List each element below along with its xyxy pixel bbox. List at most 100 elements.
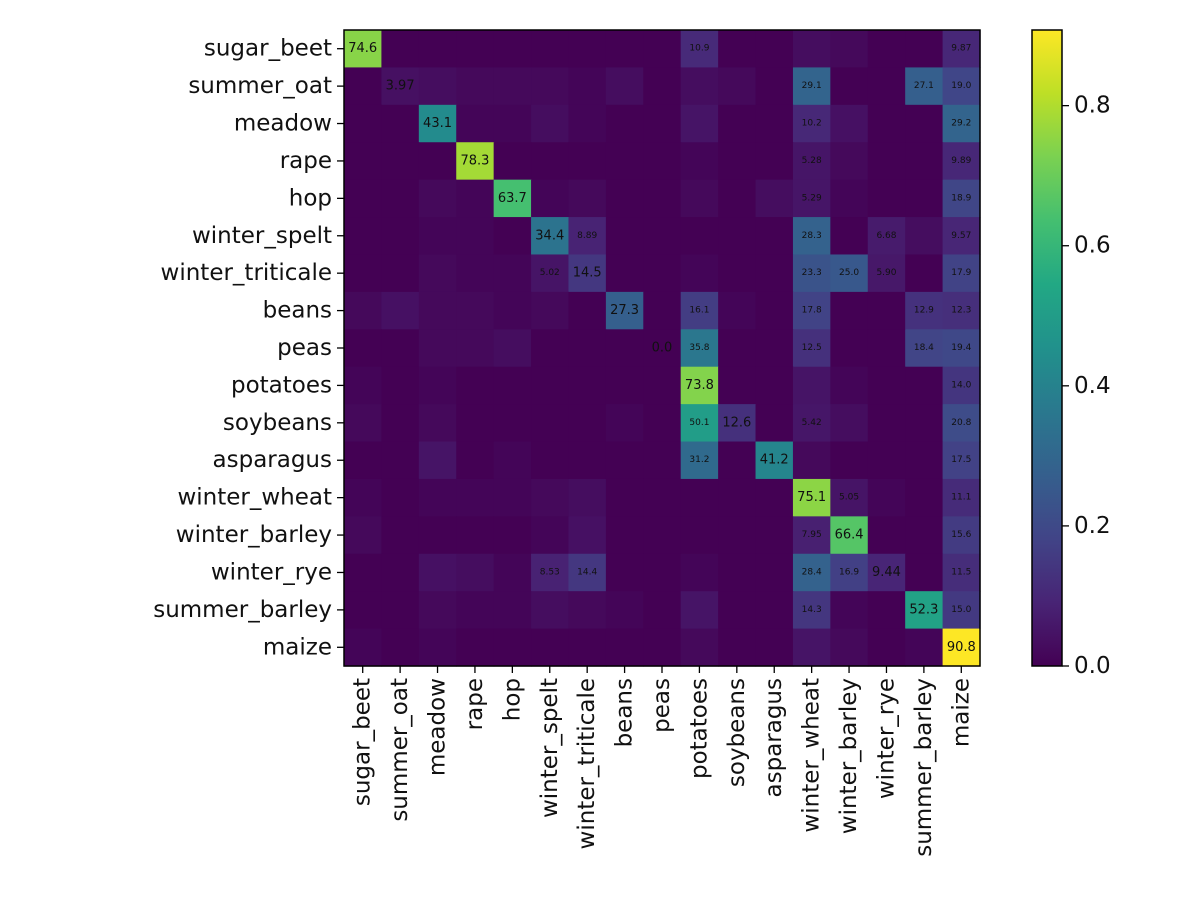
cell-annotation: 3.97 [386,79,415,94]
heatmap-cell [718,628,757,667]
cell-annotation: 17.5 [951,455,971,465]
heatmap-cell [830,628,869,667]
cell-annotation: 14.5 [573,266,602,281]
heatmap-cell [867,142,906,181]
heatmap-cell [418,30,457,69]
heatmap-cell [568,478,607,517]
heatmap-cell [456,591,495,630]
cell-annotation: 15.6 [951,530,971,540]
heatmap-cell [456,441,495,480]
heatmap-cell [605,291,644,330]
heatmap-cell [531,67,570,106]
y-tick-label: meadow [234,111,332,137]
y-tick-label: winter_wheat [177,485,332,511]
heatmap-cell [830,30,869,69]
x-tick-label: summer_oat [387,678,413,822]
cell-annotation: 17.8 [802,306,822,316]
heatmap-cell [680,516,719,555]
heatmap-cell [830,591,869,630]
heatmap-cell [418,628,457,667]
heatmap-cell [568,553,607,592]
heatmap-cell [568,30,607,69]
cell-annotation: 28.3 [802,231,822,241]
cell-annotation: 19.0 [951,81,971,91]
heatmap-cell [867,30,906,69]
heatmap-cell [867,104,906,143]
heatmap-cell [643,553,682,592]
heatmap-cell [531,591,570,630]
cell-annotation: 0.0 [652,341,673,356]
heatmap-cell [942,179,981,218]
heatmap-cell [867,366,906,405]
heatmap-cell [680,179,719,218]
heatmap-cell [718,404,757,443]
heatmap-cell [830,553,869,592]
heatmap-cell [344,366,383,405]
heatmap-cell [344,329,383,368]
heatmap-cell [605,179,644,218]
heatmap-cell [643,516,682,555]
heatmap-cell [830,366,869,405]
heatmap-cell [792,516,831,555]
heatmap-cell [718,441,757,480]
heatmap-cell [867,67,906,106]
heatmap-cell [680,478,719,517]
heatmap-cell [344,291,383,330]
heatmap-cell [830,291,869,330]
y-tick-label: soybeans [223,410,332,436]
cell-annotation: 9.89 [951,156,971,166]
heatmap-cell [830,217,869,256]
heatmap-cell [456,366,495,405]
cell-annotation: 12.3 [951,306,971,316]
cell-annotation: 12.9 [914,306,934,316]
cell-annotation: 41.2 [760,453,789,468]
cell-annotation: 18.4 [914,343,934,353]
heatmap-cell [643,329,682,368]
heatmap-cell [830,478,869,517]
heatmap-cell [456,254,495,293]
heatmap-cell [568,628,607,667]
y-tick-label: maize [263,634,332,660]
heatmap-cell [643,254,682,293]
heatmap-cell [867,478,906,517]
heatmap-cell [568,366,607,405]
heatmap-cell [531,478,570,517]
heatmap-cell [755,67,794,106]
y-tick-label: summer_barley [153,597,332,623]
heatmap-cell [605,516,644,555]
heatmap-cell [718,329,757,368]
heatmap-cell [905,142,944,181]
heatmap-cell [905,329,944,368]
cell-annotation: 18.9 [951,193,971,203]
heatmap-cell [942,591,981,630]
heatmap-cell [418,591,457,630]
heatmap-cell [381,553,420,592]
heatmap-cell [792,142,831,181]
heatmap-cell [568,217,607,256]
heatmap-cell [605,628,644,667]
heatmap-cell [381,30,420,69]
heatmap-cell [605,404,644,443]
heatmap-cell [493,441,532,480]
x-tick-label: winter_spelt [537,678,563,818]
heatmap-cell [718,553,757,592]
heatmap-cell [418,478,457,517]
y-tick-label: winter_spelt [192,223,332,249]
heatmap-cell [792,254,831,293]
heatmap-cell [568,179,607,218]
heatmap-cell [344,591,383,630]
colorbar: 0.0 0.2 0.4 0.6 0.8 [1031,29,1111,679]
heatmap-cell [643,441,682,480]
colorbar-tick-label: 0.0 [1074,653,1111,679]
heatmap-cell [680,254,719,293]
heatmap-cell [418,329,457,368]
heatmap-cell [493,67,532,106]
heatmap-cell [830,67,869,106]
heatmap-cell [344,516,383,555]
heatmap-cell [755,104,794,143]
heatmap-cell [680,553,719,592]
x-tick-label: winter_triticale [574,678,600,849]
heatmap-cell [568,441,607,480]
heatmap-cell [418,217,457,256]
